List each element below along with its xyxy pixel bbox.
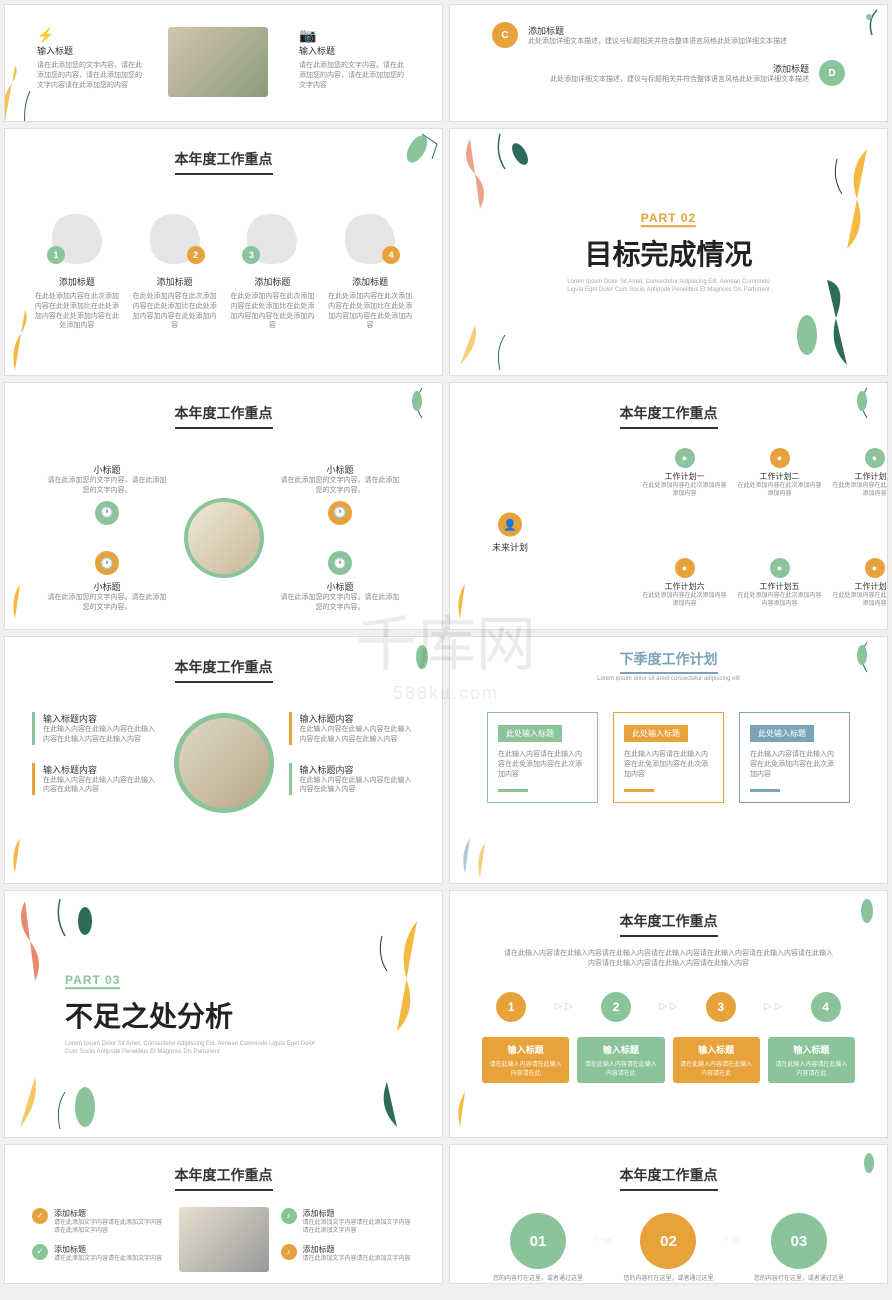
badge-d: D [819,60,845,86]
clock-icon: 🕐 [328,501,352,525]
slide-8: 下季度工作计划 Lorem ipsum dolor sit amet conse… [449,636,888,884]
s1-col2-body: 请在此添加您的文字内容。请在此添加您的内容，请在此添加加您的文字内容 [299,61,410,90]
center-photo [184,498,264,578]
slide-1: ⚡ 输入标题 请在此添加您的文字内容。请在此添加您的内容，请在此添加加您的文字内… [4,4,443,122]
s8-title: 下季度工作计划 [620,649,718,674]
part3-label: PART 03 [65,973,120,989]
slide-2: C 添加标题 此处添加详细文本描述，建议与标题相关并符合整体语言风格此处添加详细… [449,4,888,122]
camera-icon: 📷 [299,27,410,44]
part3-title: 不足之处分析 [65,995,325,1035]
s6-center: 未来计划 [492,541,528,554]
center-photo [174,713,274,813]
s2-c-body: 此处添加详细文本描述，建议与标题相关并符合整体语言风格此处添加详细文本描述 [528,37,845,47]
s2-c-title: 添加标题 [528,24,845,37]
s8-subtitle: Lorem ipsum dolor sit amet consectetur a… [462,676,875,682]
clock-icon: 🕐 [95,551,119,575]
slide-7: 本年度工作重点 输入标题内容在此输入内容在此输入内容在此输入内容在此输入内容在此… [4,636,443,884]
slide-11: 本年度工作重点 ✓添加标题请在此添加文字内容请在此添加文字内容请在此添加文字内容… [4,1144,443,1284]
s12-title: 本年度工作重点 [620,1165,718,1191]
slide-6: 本年度工作重点 👤 未来计划 ● 工作计划一 在此处添加内容在此次添加内容添加内… [449,382,888,630]
slide-9-part3: PART 03 不足之处分析 Lorem Ipsum Dolor Sit Ame… [4,890,443,1138]
clock-icon: 🕐 [328,551,352,575]
s2-d-body: 此处添加详细文本描述，建议与标题相关并符合整体语言风格此处添加详细文本描述 [492,75,809,85]
s5-item3-title: 小标题 [280,580,400,593]
slide-10: 本年度工作重点 请在此输入内容请在此输入内容请在此输入内容请在此输入内容请在此输… [449,890,888,1138]
laptop-photo [179,1207,269,1272]
part2-sub: Lorem Ipsum Dolor Sit Amet, Consectetur … [559,279,778,295]
link-icon: ⚡ [37,27,148,44]
part2-title: 目标完成情况 [559,233,778,273]
s10-desc: 请在此输入内容请在此输入内容请在此输入内容请在此输入内容请在此输入内容请在此输入… [462,941,875,977]
s10-title: 本年度工作重点 [620,911,718,937]
s1-col2-title: 输入标题 [299,44,410,57]
s5-item3-body: 请在此添加您的文字内容。请在此添加您的文字内容。 [280,593,400,613]
s2-d-title: 添加标题 [492,62,809,75]
s5-item0-body: 请在此添加您的文字内容。请在此添加您的文字内容。 [47,476,167,496]
part2-label: PART 02 [641,211,696,227]
s5-item2-title: 小标题 [47,580,167,593]
slide-5: 本年度工作重点 小标题 请在此添加您的文字内容。请在此添加您的文字内容。 🕐 小… [4,382,443,630]
slide-3: 本年度工作重点 1 添加标题 在此处添加内容在此次添加内容在此处添加比在此处添加… [4,128,443,376]
person-icon: 👤 [498,513,522,537]
s7-title: 本年度工作重点 [175,657,273,683]
s6-title: 本年度工作重点 [620,403,718,429]
s5-item1-title: 小标题 [280,463,400,476]
s1-col1-title: 输入标题 [37,44,148,57]
s5-item1-body: 请在此添加您的文字内容。请在此添加您的文字内容。 [280,476,400,496]
slide-4-part2: PART 02 目标完成情况 Lorem Ipsum Dolor Sit Ame… [449,128,888,376]
badge-c: C [492,22,518,48]
s3-title: 本年度工作重点 [175,149,273,175]
slide-12: 本年度工作重点 01 您的内容打在这里，或者通过这里复制出◦ ◦ ▷02 您的内… [449,1144,888,1284]
s5-item2-body: 请在此添加您的文字内容。请在此添加您的文字内容。 [47,593,167,613]
clock-icon: 🕐 [95,501,119,525]
s11-title: 本年度工作重点 [175,1165,273,1191]
part3-sub: Lorem Ipsum Dolor Sit Amet, Consectetur … [65,1041,325,1057]
s5-title: 本年度工作重点 [175,403,273,429]
photo-placeholder [168,27,268,97]
s5-item0-title: 小标题 [47,463,167,476]
